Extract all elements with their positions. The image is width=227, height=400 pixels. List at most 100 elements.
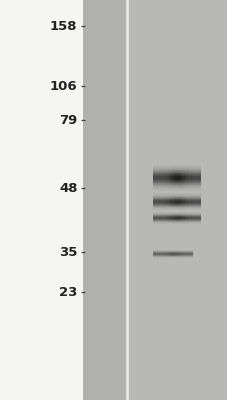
Bar [152,172,200,173]
Bar [152,182,200,183]
Bar [187,212,189,224]
Bar [189,165,190,191]
Bar [182,165,184,191]
Bar [190,212,192,224]
Bar [176,194,178,210]
Bar [152,177,200,178]
Bar [174,250,175,258]
Text: 158: 158 [50,20,77,32]
Bar [152,174,200,175]
Bar [152,170,200,171]
Bar [155,250,157,258]
Bar [158,165,160,191]
Text: 23: 23 [59,286,77,298]
Bar [152,171,200,172]
Bar [152,189,200,190]
Bar [168,212,170,224]
Bar [168,250,170,258]
Bar [152,185,200,186]
Bar [154,165,155,191]
Bar [173,250,174,258]
Bar [178,250,179,258]
Bar [177,250,178,258]
Bar [195,165,197,191]
Bar [184,165,185,191]
Bar [152,175,200,176]
Bar [165,194,166,210]
Bar [197,212,198,224]
Bar [171,250,173,258]
Bar [159,250,161,258]
Bar [198,194,200,210]
Bar [152,167,200,168]
Bar [182,194,184,210]
Bar [185,165,187,191]
Bar [174,212,176,224]
Bar [152,179,200,180]
Bar [171,212,173,224]
Bar [152,188,200,189]
Bar [153,250,154,258]
Bar [192,165,193,191]
Bar [155,165,157,191]
Bar [193,165,195,191]
Bar [174,165,176,191]
Bar [174,194,176,210]
Bar [155,212,157,224]
Bar [162,212,163,224]
Bar [173,194,174,210]
Bar [166,250,167,258]
Bar [184,250,186,258]
Bar [162,165,163,191]
Bar [173,165,174,191]
Bar [152,173,200,174]
Bar [179,250,180,258]
Bar [163,194,165,210]
Bar [168,165,170,191]
Bar [152,181,200,182]
Bar [170,165,171,191]
Bar [157,250,158,258]
Bar [166,165,168,191]
Bar [171,165,173,191]
Bar [152,166,200,167]
Bar [183,250,184,258]
Bar [178,212,179,224]
Bar [152,190,200,191]
Bar [152,169,200,170]
Bar [158,194,160,210]
Bar [152,187,200,188]
Bar [190,165,192,191]
Bar [179,165,181,191]
Bar [181,165,182,191]
Bar [152,183,200,184]
Bar [195,212,197,224]
Text: 79: 79 [59,114,77,126]
Bar [152,186,200,187]
Bar [166,212,168,224]
Bar [171,194,173,210]
Bar [193,212,195,224]
Bar [155,194,157,210]
Bar [160,194,162,210]
Bar [152,194,154,210]
Bar [165,212,166,224]
Bar [158,212,160,224]
Bar [152,176,200,177]
Bar [157,194,158,210]
Bar [179,212,181,224]
Bar [181,194,182,210]
Bar [160,165,162,191]
Bar [165,250,166,258]
Text: 35: 35 [59,246,77,258]
Bar [152,180,200,181]
Bar [191,250,192,258]
Bar [187,250,188,258]
Bar [182,250,183,258]
Bar [161,250,162,258]
Text: 48: 48 [59,182,77,194]
Bar [158,250,159,258]
Bar [166,194,168,210]
Bar [167,250,168,258]
Bar [152,165,154,191]
